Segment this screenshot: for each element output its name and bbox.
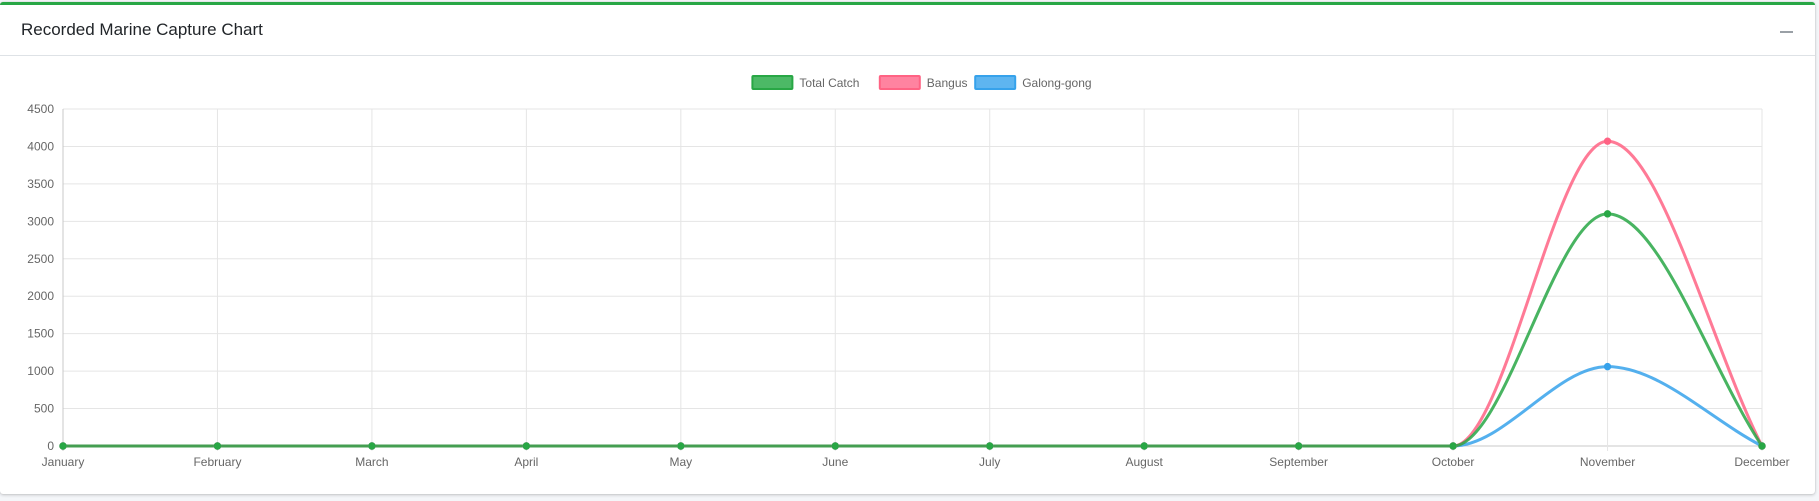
bangus-line bbox=[63, 139, 1764, 448]
y-tick-label: 3500 bbox=[27, 177, 54, 191]
total-catch-point[interactable] bbox=[677, 442, 685, 450]
legend-label: Galong-gong bbox=[1022, 76, 1091, 90]
y-tick-label: 4500 bbox=[27, 102, 54, 116]
total-catch-line bbox=[63, 212, 1764, 448]
x-tick-label: February bbox=[193, 455, 241, 469]
total-catch-point[interactable] bbox=[986, 442, 994, 450]
legend-swatch bbox=[878, 75, 921, 90]
y-tick-label: 2500 bbox=[27, 252, 54, 266]
galong-gong-point[interactable] bbox=[1603, 362, 1612, 371]
total-catch-point[interactable] bbox=[522, 442, 531, 450]
x-axis-labels: January February March April May June July Augu… bbox=[42, 455, 1790, 469]
y-axis-labels: 0 500 1000 1500 2000 2500 3000 3500 4000 4500 bbox=[27, 102, 54, 453]
total-catch-point[interactable] bbox=[1603, 210, 1612, 218]
x-tick-label: August bbox=[1126, 455, 1164, 469]
card-header: Recorded Marine Capture Chart bbox=[0, 5, 1815, 56]
x-tick-label: May bbox=[669, 455, 692, 469]
bangus-point[interactable] bbox=[1603, 137, 1612, 145]
series-points bbox=[59, 137, 1766, 450]
chart-legend: Total Catch Bangus Galong-gong bbox=[751, 75, 1092, 90]
legend-item-total-catch[interactable]: Total Catch bbox=[751, 75, 859, 90]
y-tick-label: 3000 bbox=[27, 214, 54, 228]
y-tick-label: 500 bbox=[34, 402, 54, 416]
legend-swatch bbox=[974, 75, 1017, 90]
legend-item-bangus[interactable]: Bangus bbox=[878, 75, 968, 90]
x-tick-label: January bbox=[42, 455, 85, 469]
total-catch-point[interactable] bbox=[213, 442, 222, 450]
y-tick-label: 1000 bbox=[27, 364, 54, 378]
legend-label: Total Catch bbox=[799, 76, 859, 90]
legend-item-galong-gong[interactable]: Galong-gong bbox=[974, 75, 1092, 90]
line-chart: Total Catch Bangus Galong-gong 0 500 1000 150… bbox=[27, 75, 1790, 469]
total-catch-point[interactable] bbox=[368, 442, 376, 450]
total-catch-point[interactable] bbox=[1449, 442, 1457, 450]
marine-capture-card: Recorded Marine Capture Chart Total Catc… bbox=[0, 2, 1815, 494]
x-tick-label: October bbox=[1432, 455, 1475, 469]
total-catch-point[interactable] bbox=[831, 442, 839, 450]
x-tick-label: November bbox=[1580, 455, 1635, 469]
x-tick-label: December bbox=[1734, 455, 1789, 469]
total-catch-point[interactable] bbox=[1140, 442, 1148, 450]
chart-grid bbox=[62, 108, 1763, 451]
chart-area: Total Catch Bangus Galong-gong 0 500 1000 150… bbox=[0, 56, 1815, 496]
series-lines bbox=[63, 139, 1764, 448]
y-tick-label: 1500 bbox=[27, 327, 54, 341]
y-tick-label: 0 bbox=[47, 439, 54, 453]
total-catch-point[interactable] bbox=[59, 442, 67, 450]
x-tick-label: July bbox=[979, 455, 1000, 469]
x-tick-label: April bbox=[514, 455, 538, 469]
minus-icon bbox=[1779, 31, 1793, 33]
collapse-button[interactable] bbox=[1775, 21, 1797, 43]
x-tick-label: June bbox=[822, 455, 848, 469]
x-tick-label: September bbox=[1269, 455, 1328, 469]
total-catch-point[interactable] bbox=[1758, 442, 1766, 450]
y-tick-label: 4000 bbox=[27, 139, 54, 153]
total-catch-point[interactable] bbox=[1294, 442, 1303, 450]
card-title: Recorded Marine Capture Chart bbox=[21, 20, 263, 39]
y-tick-label: 2000 bbox=[27, 289, 54, 303]
legend-swatch bbox=[751, 75, 794, 90]
legend-label: Bangus bbox=[927, 76, 968, 90]
x-tick-label: March bbox=[355, 455, 388, 469]
